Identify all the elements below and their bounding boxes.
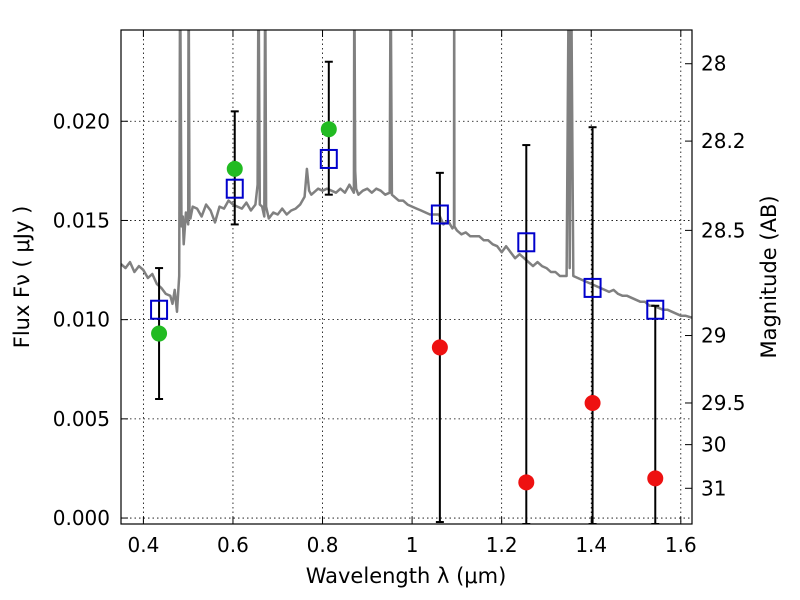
- limit-point: [584, 394, 601, 411]
- model-square: [319, 148, 338, 169]
- y-tick-label: 0.020: [53, 109, 110, 133]
- right-tick-label: 29.5: [701, 391, 746, 415]
- x-tick-label: 0.6: [217, 533, 249, 557]
- x-tick-label: 0.4: [127, 533, 159, 557]
- right-tick-label: 31: [701, 476, 726, 500]
- sed-model-line: [121, 30, 692, 319]
- right-tick-label: 28: [701, 52, 726, 76]
- detection-point: [226, 160, 243, 177]
- limit-point: [518, 474, 535, 491]
- x-tick-label: 1.4: [575, 533, 607, 557]
- right-tick-label: 29: [701, 324, 726, 348]
- limit-point: [647, 470, 664, 487]
- y-tick-label: 0.010: [53, 308, 110, 332]
- x-tick-label: 1.6: [665, 533, 697, 557]
- x-tick-label: 1: [406, 533, 419, 557]
- x-axis-label: Wavelength λ (μm): [306, 564, 507, 588]
- right-tick-label: 30: [701, 433, 726, 457]
- plot-frame: [120, 29, 693, 525]
- right-tick-label: 28.5: [701, 218, 746, 242]
- axis-ticks: [121, 30, 692, 524]
- sed-layer: [121, 30, 692, 319]
- tick-labels: 0.4 0.6 0.8 1 1.2 1.4 1.6 0.000 0.005 0.010 0.015 0…: [53, 52, 746, 557]
- y-axis-label: Flux Fν ( μJy ): [10, 206, 34, 349]
- x-tick-label: 0.8: [307, 533, 339, 557]
- model-square: [583, 277, 602, 298]
- limit-point: [431, 339, 448, 356]
- y-tick-label: 0.015: [53, 208, 110, 232]
- y-tick-label: 0.000: [53, 506, 110, 530]
- model-square: [646, 299, 665, 320]
- data-points: [150, 121, 665, 491]
- x-tick-label: 1.2: [486, 533, 518, 557]
- right-tick-label: 28.2: [701, 129, 746, 153]
- model-square: [150, 299, 169, 320]
- right-axis-label: Magnitude (AB): [757, 195, 781, 358]
- detection-point: [151, 325, 168, 342]
- y-tick-label: 0.005: [53, 407, 110, 431]
- model-square: [225, 178, 244, 199]
- detection-point: [320, 121, 337, 138]
- model-square: [517, 232, 536, 253]
- plot-area-background: [121, 30, 692, 524]
- model-square: [430, 204, 449, 225]
